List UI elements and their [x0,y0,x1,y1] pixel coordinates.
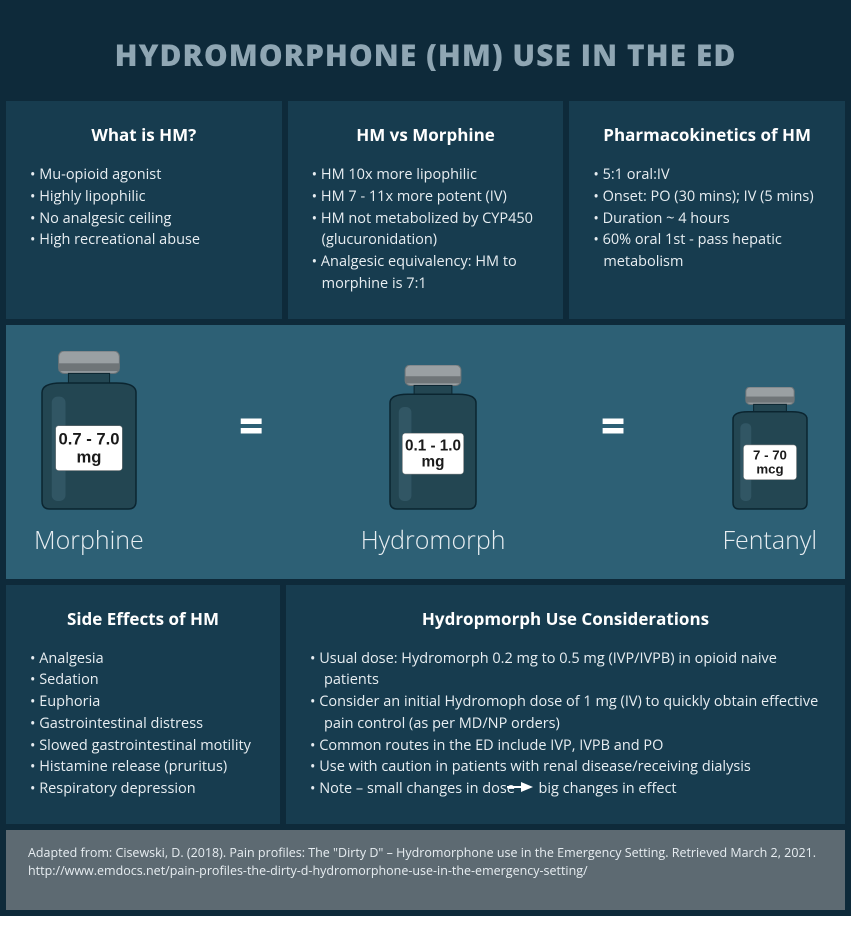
equals-sign: = [601,397,628,454]
vial-icon: 0.1 - 1.0mg [388,365,478,511]
list-item: Usual dose: Hydromorph 0.2 mg to 0.5 mg … [306,648,825,692]
svg-text:0.7 - 7.0: 0.7 - 7.0 [58,429,119,448]
card-heading: HM vs Morphine [308,123,544,146]
list-item: Consider an initial Hydromoph dose of 1 … [306,691,825,735]
vial-fentanyl: 7 - 70mcg Fentanyl [722,387,817,557]
note-text-before: Note – small changes in dose [319,779,515,798]
vial-name: Morphine [34,523,144,557]
footer-line: http://www.emdocs.net/pain-profiles-the-… [28,862,823,880]
footer-citation: Adapted from: Cisewski, D. (2018). Pain … [6,830,845,910]
vial-comparison-row: 0.7 - 7.0mg Morphine = 0.1 - 1.0mg Hydro… [6,325,845,579]
card-hm-vs-morphine: HM vs Morphine HM 10x more lipophilic HM… [288,101,564,319]
card-heading: Side Effects of HM [26,607,260,630]
vial-morphine: 0.7 - 7.0mg Morphine [34,351,144,557]
list-item: Histamine release (pruritus) [26,756,260,778]
list-item: Analgesia [26,648,260,670]
vial-name: Fentanyl [722,523,817,557]
card-heading: What is HM? [26,123,262,146]
list-item: Mu-opioid agonist [26,164,262,186]
card-heading: Pharmacokinetics of HM [589,123,825,146]
infographic-root: HYDROMORPHONE (HM) USE IN THE ED What is… [0,0,851,916]
top-cards-row: What is HM? Mu-opioid agonist Highly lip… [6,101,845,319]
bottom-cards-row: Side Effects of HM Analgesia Sedation Eu… [6,585,845,825]
svg-text:mcg: mcg [756,461,783,476]
svg-text:mg: mg [76,447,101,466]
card-considerations: Hydropmorph Use Considerations Usual dos… [286,585,845,825]
list-item: HM 10x more lipophilic [308,164,544,186]
card-list: Analgesia Sedation Euphoria Gastrointest… [26,648,260,800]
footer-line: Adapted from: Cisewski, D. (2018). Pain … [28,844,823,862]
svg-text:7 - 70: 7 - 70 [753,447,787,462]
list-item: Slowed gastrointestinal motility [26,735,260,757]
card-list: HM 10x more lipophilic HM 7 - 11x more p… [308,164,544,295]
vial-hydromorph: 0.1 - 1.0mg Hydromorph [361,365,506,557]
vial-name: Hydromorph [361,523,506,557]
vial-icon: 7 - 70mcg [731,387,809,511]
card-pharmacokinetics: Pharmacokinetics of HM 5:1 oral:IV Onset… [569,101,845,319]
list-item: Sedation [26,669,260,691]
arrow-icon [519,778,535,800]
list-item: Common routes in the ED include IVP, IVP… [306,735,825,757]
list-item: Analgesic equivalency: HM to morphine is… [308,251,544,295]
list-item-with-arrow: Note – small changes in dose big changes… [306,778,825,800]
list-item: Use with caution in patients with renal … [306,756,825,778]
card-list: Mu-opioid agonist Highly lipophilic No a… [26,164,262,251]
list-item: Gastrointestinal distress [26,713,260,735]
note-text-after: big changes in effect [538,779,676,798]
list-item: Duration ~ 4 hours [589,208,825,230]
card-list: 5:1 oral:IV Onset: PO (30 mins); IV (5 m… [589,164,825,273]
card-what-is-hm: What is HM? Mu-opioid agonist Highly lip… [6,101,282,319]
list-item: Euphoria [26,691,260,713]
list-item: Respiratory depression [26,778,260,800]
card-heading: Hydropmorph Use Considerations [306,607,825,630]
list-item: Highly lipophilic [26,186,262,208]
equals-sign: = [239,397,266,454]
card-list: Usual dose: Hydromorph 0.2 mg to 0.5 mg … [306,648,825,801]
list-item: HM 7 - 11x more potent (IV) [308,186,544,208]
list-item: 5:1 oral:IV [589,164,825,186]
card-side-effects: Side Effects of HM Analgesia Sedation Eu… [6,585,280,825]
list-item: No analgesic ceiling [26,208,262,230]
svg-text:0.1 - 1.0: 0.1 - 1.0 [405,437,461,454]
list-item: 60% oral 1st - pass hepatic metabolism [589,229,825,273]
list-item: HM not metabolized by CYP450 (glucuronid… [308,208,544,252]
page-title: HYDROMORPHONE (HM) USE IN THE ED [6,6,845,101]
list-item: Onset: PO (30 mins); IV (5 mins) [589,186,825,208]
svg-text:mg: mg [422,453,445,470]
list-item: High recreational abuse [26,229,262,251]
vial-icon: 0.7 - 7.0mg [40,351,138,511]
